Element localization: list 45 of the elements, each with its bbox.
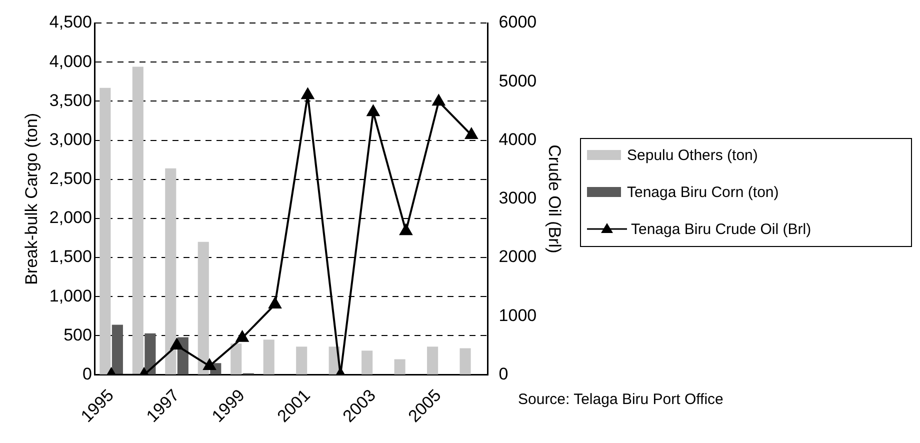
- bar: [144, 333, 156, 374]
- point: [465, 128, 478, 139]
- legend-label: Tenaga Biru Corn (ton): [627, 184, 779, 201]
- source-note: Source: Telaga Biru Port Office: [518, 391, 724, 408]
- bar: [362, 350, 373, 374]
- point: [367, 105, 380, 116]
- bar: [460, 348, 471, 374]
- bar: [165, 168, 176, 374]
- y-tick-label: 500: [64, 325, 92, 344]
- y2-tick-label: 2000: [498, 247, 537, 266]
- y-tick-label: 2,500: [49, 169, 92, 188]
- point: [236, 330, 248, 342]
- y2-axis-title: Crude Oil (Brl): [545, 144, 564, 254]
- point: [432, 94, 445, 106]
- y-tick-label: 0: [82, 364, 92, 384]
- y-tick-label: 4,000: [49, 52, 92, 71]
- y2-tick-label: 6000: [498, 12, 537, 32]
- bar: [132, 66, 144, 374]
- point: [302, 88, 314, 100]
- point: [400, 224, 412, 236]
- y2-tick-label: 3000: [498, 188, 537, 208]
- y2-tick-label: 4000: [498, 130, 537, 149]
- bar: [263, 340, 274, 374]
- bar: [427, 346, 438, 374]
- y-tick-label: 2,000: [49, 208, 92, 228]
- bar: [394, 359, 406, 374]
- y-tick-label: 1,500: [49, 247, 92, 266]
- point: [268, 297, 282, 308]
- bar: [112, 324, 123, 374]
- y-tick-label: 3,000: [49, 130, 92, 149]
- bar: [198, 242, 209, 374]
- y-tick-label: 4,500: [49, 12, 92, 32]
- bar: [230, 344, 242, 374]
- legend-label: Tenaga Biru Crude Oil (Brl): [631, 221, 812, 238]
- legend-label: Sepulu Others (ton): [627, 147, 758, 164]
- point: [170, 338, 183, 350]
- y2-tick-label: 1000: [498, 306, 537, 325]
- bar: [296, 346, 308, 374]
- y2-tick-label: 0: [498, 364, 508, 384]
- y2-tick-label: 5000: [498, 71, 537, 90]
- point: [203, 359, 216, 370]
- y-axis-title: Break-bulk Cargo (ton): [22, 112, 41, 285]
- y-tick-label: 3,500: [49, 90, 92, 110]
- bar: [100, 88, 111, 374]
- y-tick-label: 1,000: [49, 286, 92, 306]
